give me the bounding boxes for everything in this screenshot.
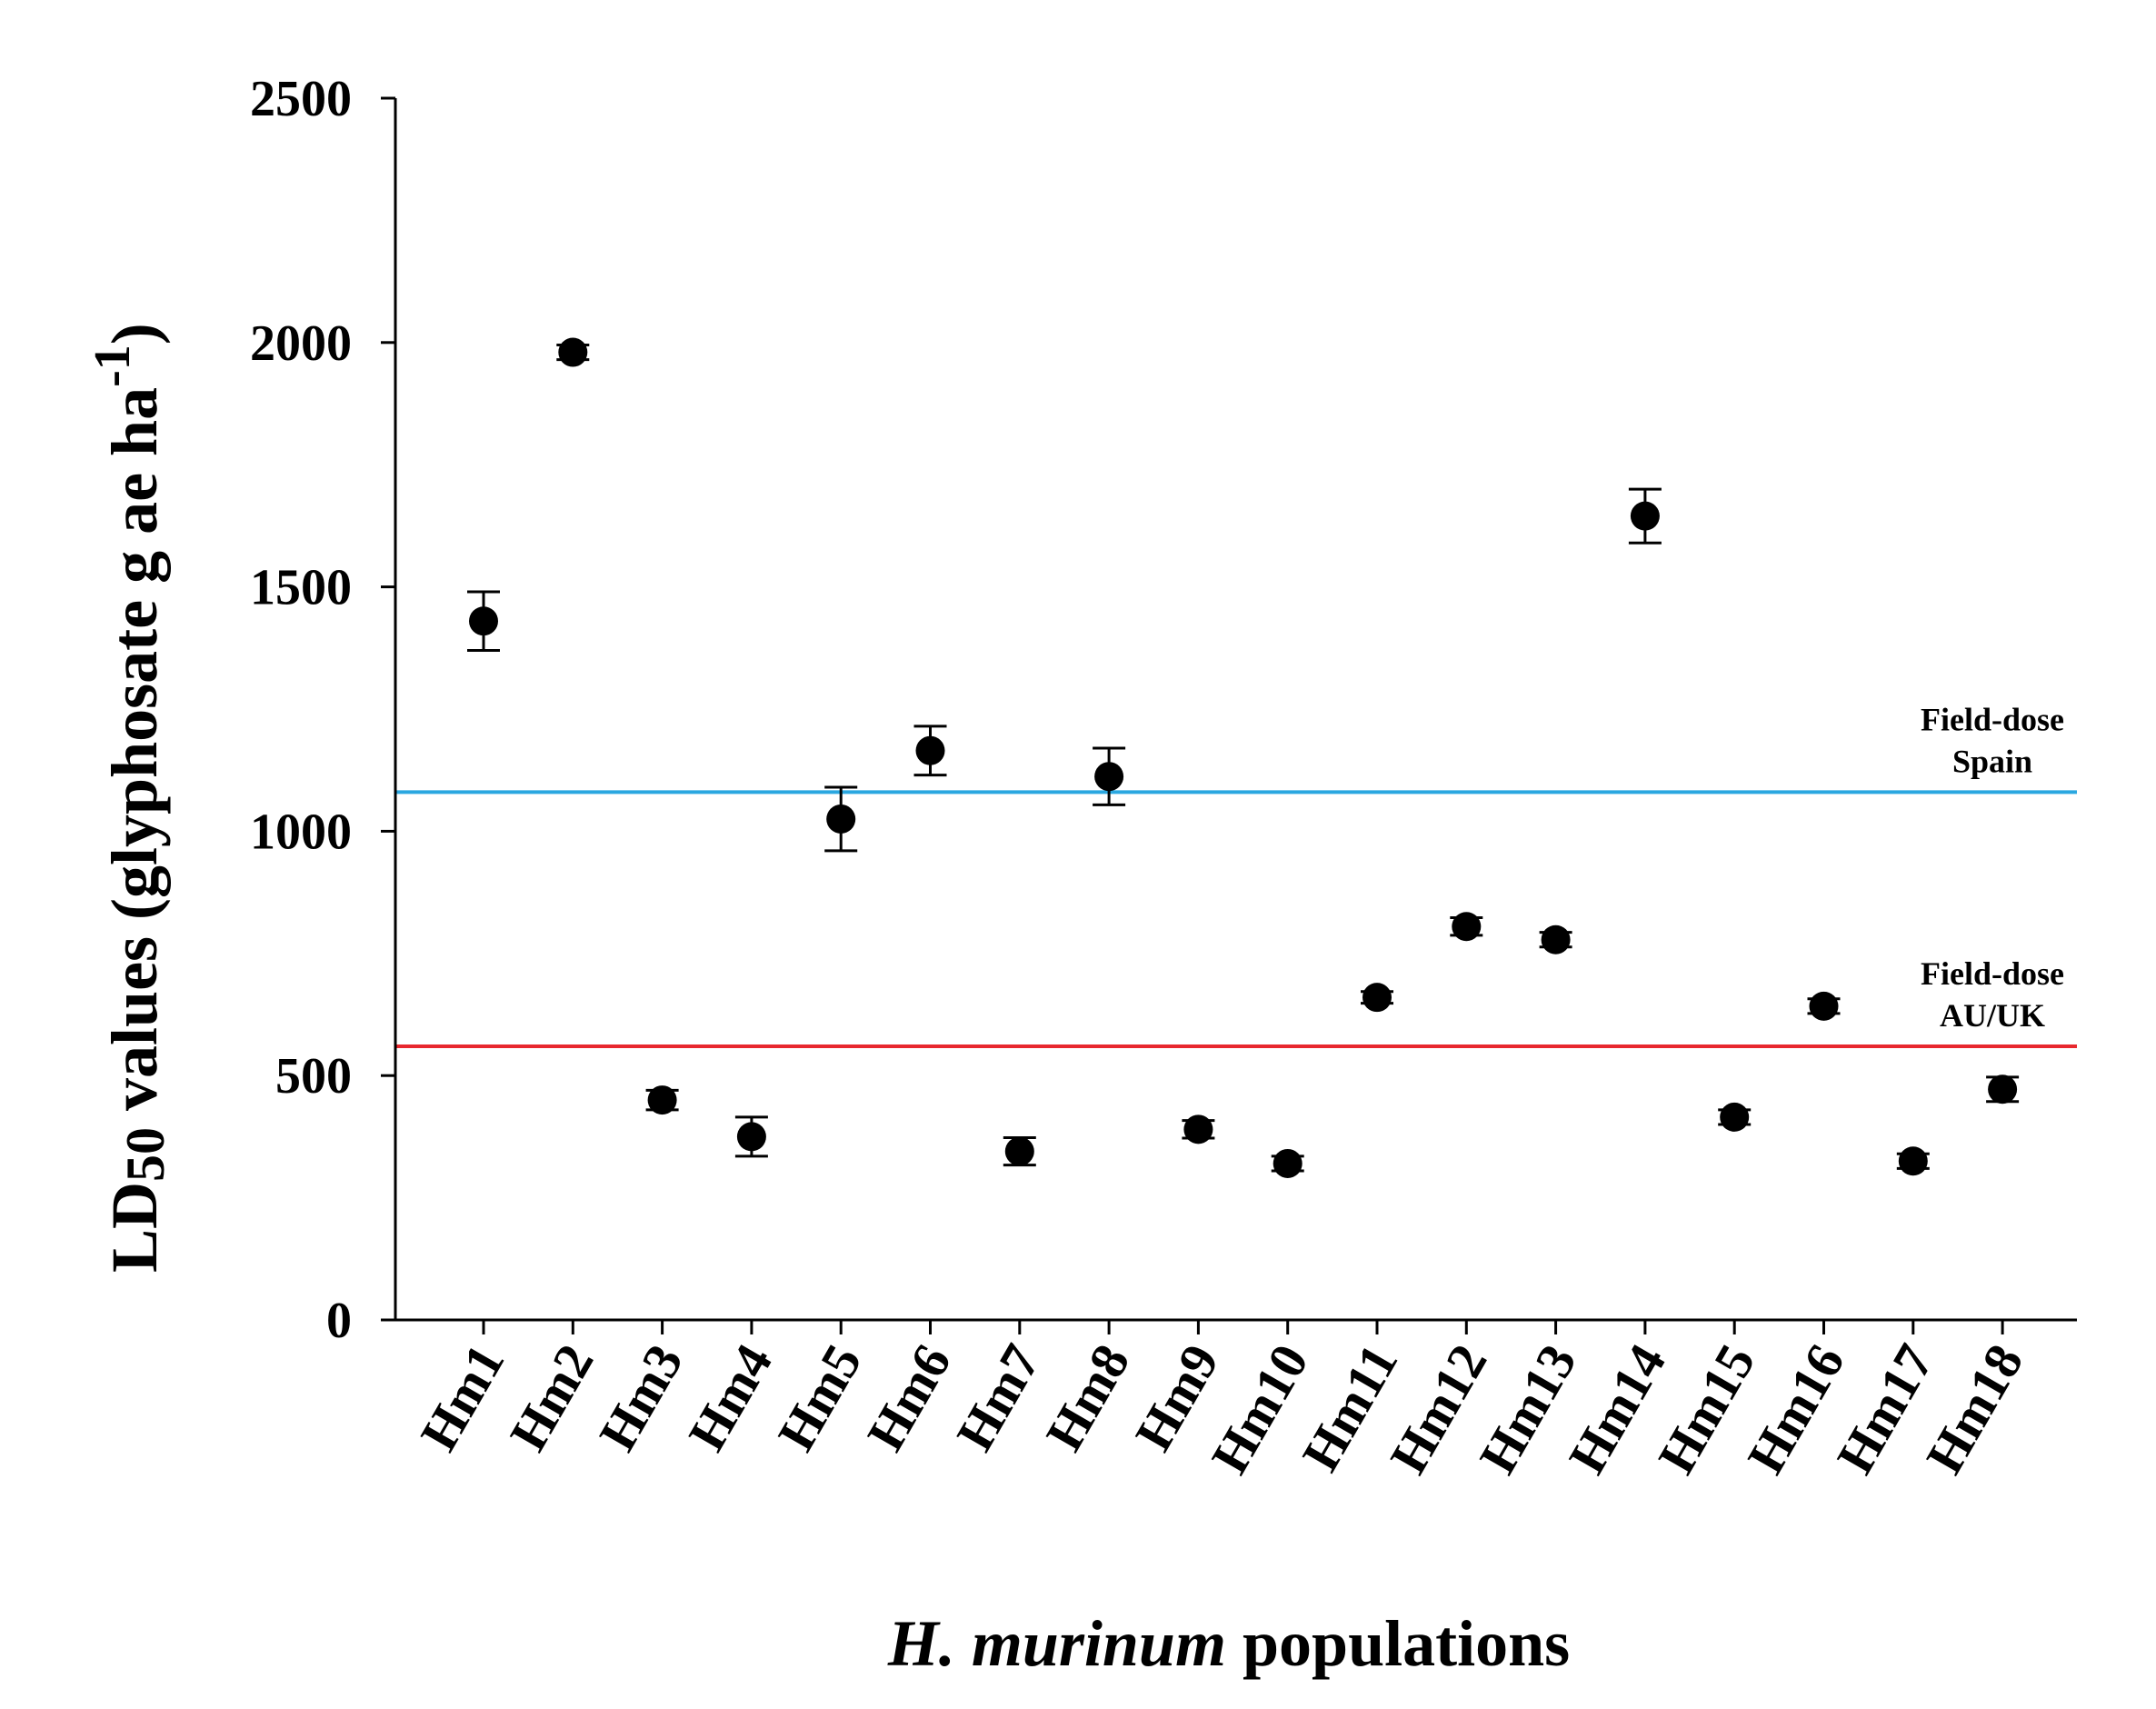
y-tick-label-0: 0 [326, 1293, 352, 1349]
x-tick-label-Hm7: Hm7 [945, 1334, 1053, 1461]
data-point-Hm4 [734, 1115, 768, 1158]
reference-label-1-line-0: Field-dose [1921, 955, 2064, 992]
x-tick-label-Hm4: Hm4 [677, 1334, 784, 1461]
data-point-Hm17 [1896, 1146, 1930, 1176]
marker-Hm10 [1273, 1148, 1303, 1178]
data-point-Hm6 [913, 725, 947, 777]
marker-Hm6 [915, 735, 945, 765]
x-axis-title: H. murinum populations [887, 1607, 1570, 1680]
x-tick-label-Hm8: Hm8 [1034, 1334, 1142, 1461]
y-tick-label-2500: 2500 [250, 71, 352, 127]
marker-Hm5 [826, 804, 856, 834]
reference-lines [395, 790, 2077, 1048]
data-points [467, 337, 2020, 1178]
marker-Hm16 [1809, 991, 1839, 1021]
marker-Hm2 [558, 337, 588, 367]
data-point-Hm14 [1628, 487, 1662, 545]
y-tick-label-1000: 1000 [250, 804, 352, 860]
y-axis-ticks: 0 500 1000 1500 2000 2500 [250, 71, 395, 1349]
y-tick-label-2000: 2000 [250, 315, 352, 372]
x-axis-ticks: Hm1Hm2Hm3Hm4Hm5Hm6Hm7Hm8Hm9Hm10Hm11Hm12H… [409, 1320, 2034, 1484]
reference-label-0-line-0: Field-dose [1921, 701, 2064, 737]
marker-Hm3 [647, 1085, 677, 1115]
y-tick-label-500: 500 [275, 1048, 352, 1104]
data-point-Hm9 [1182, 1114, 1215, 1144]
reference-labels: Field-dose Spain Field-dose AU/UK [1921, 701, 2064, 1034]
x-tick-label-Hm3: Hm3 [587, 1334, 694, 1461]
data-point-Hm5 [824, 785, 858, 853]
data-point-Hm13 [1539, 924, 1572, 954]
marker-Hm13 [1541, 924, 1571, 954]
reference-label-1-line-1: AU/UK [1940, 997, 2045, 1034]
axes [394, 98, 2077, 1322]
marker-Hm4 [736, 1122, 766, 1152]
x-tick-label-Hm2: Hm2 [498, 1334, 605, 1461]
data-point-Hm2 [556, 337, 590, 367]
data-point-Hm15 [1718, 1102, 1752, 1132]
data-point-Hm18 [1986, 1074, 2020, 1104]
marker-Hm17 [1898, 1146, 1928, 1176]
y-tick-label-1500: 1500 [250, 560, 352, 616]
y-axis-title: LD50 values (glyphosate g ae ha-1) [85, 323, 175, 1273]
marker-Hm14 [1630, 501, 1660, 531]
data-point-Hm12 [1450, 912, 1483, 942]
x-tick-label-Hm6: Hm6 [855, 1334, 963, 1461]
data-point-Hm10 [1271, 1148, 1304, 1178]
marker-Hm8 [1094, 762, 1124, 792]
marker-Hm1 [469, 606, 498, 636]
marker-Hm11 [1362, 983, 1392, 1013]
reference-label-0-line-1: Spain [1952, 743, 2032, 779]
data-point-Hm8 [1093, 746, 1126, 806]
marker-Hm9 [1183, 1114, 1213, 1144]
data-point-Hm1 [467, 590, 500, 652]
data-point-Hm7 [1003, 1135, 1036, 1167]
marker-Hm7 [1004, 1136, 1034, 1166]
data-point-Hm16 [1807, 991, 1841, 1021]
x-tick-label-Hm5: Hm5 [766, 1334, 873, 1461]
marker-Hm12 [1452, 912, 1482, 942]
marker-Hm15 [1720, 1102, 1750, 1132]
data-point-Hm11 [1361, 983, 1393, 1013]
marker-Hm18 [1988, 1074, 2018, 1104]
x-tick-label-Hm1: Hm1 [409, 1334, 516, 1461]
data-point-Hm3 [645, 1085, 679, 1115]
